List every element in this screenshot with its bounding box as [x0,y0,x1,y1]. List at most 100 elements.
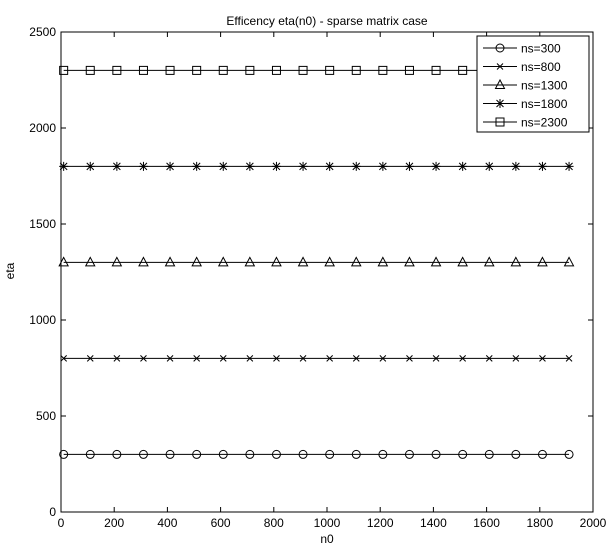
x-tick-label: 1600 [473,516,500,530]
y-tick-label: 500 [36,409,56,423]
data-point [324,256,335,267]
data-point [458,161,468,171]
data-point [325,65,335,75]
series-ns=1800 [59,161,574,171]
data-point [140,355,147,362]
data-point [539,355,546,362]
data-point [326,355,334,362]
data-point [432,355,440,362]
x-tick-label: 400 [157,516,177,530]
data-point [298,449,308,459]
data-point [84,256,96,267]
data-point [537,256,548,267]
data-point [325,161,335,171]
legend: ns=300 ns=800 ns=1300 ns=1800 ns=2300 [476,35,590,133]
data-point [166,355,174,362]
data-point [112,65,122,75]
x-tick-label: 0 [58,516,65,530]
data-point [563,256,575,267]
data-point [138,65,148,75]
data-point [297,256,309,267]
data-point [85,65,95,75]
data-point [484,161,494,171]
data-point [511,161,521,171]
data-point [192,161,202,171]
legend-marker [496,63,504,70]
data-point [271,161,281,171]
data-point [377,256,389,267]
legend-entry: ns=2300 [483,116,568,130]
data-point [138,161,148,171]
legend-box [476,35,590,133]
series-ns=1300 [58,256,575,267]
data-point [273,355,280,362]
data-point [246,355,254,362]
data-point [430,256,442,267]
data-point [351,449,361,459]
series-ns=800 [60,355,573,362]
data-point [564,449,574,459]
data-point [511,449,521,459]
data-point [138,449,148,459]
data-point [192,65,202,75]
data-point [218,161,228,171]
x-tick-label: 200 [104,516,124,530]
data-point [352,355,360,362]
data-point [85,449,95,459]
data-point [271,449,281,459]
data-point [512,355,520,362]
legend-label: ns=1300 [521,79,568,93]
legend-entry: ns=1300 [483,79,568,93]
legend-entry: ns=800 [483,60,561,74]
legend-label: ns=300 [521,42,561,56]
data-point [459,355,467,362]
data-point [59,161,69,171]
data-point [325,449,335,459]
x-tick-label: 1800 [526,516,553,530]
data-point [217,256,229,267]
data-point [58,256,69,267]
data-point [245,161,255,171]
data-point [404,161,414,171]
legend-marker [495,99,505,108]
data-point [458,65,468,75]
data-point [112,449,122,459]
data-point [404,65,414,75]
legend-entry: ns=1800 [483,97,568,111]
data-point [59,65,69,75]
data-point [483,256,495,267]
data-point [113,355,121,362]
data-point [218,65,228,75]
data-point [193,355,201,362]
data-point [165,449,175,459]
legend-marker [494,78,506,89]
data-point [245,449,255,459]
data-point [111,256,123,267]
data-point [484,449,494,459]
data-point [165,161,175,171]
y-tick-label: 2000 [29,121,56,135]
data-point [271,256,282,267]
data-point [219,355,227,362]
data-point [350,256,362,267]
y-tick-label: 2500 [29,25,56,39]
y-tick-label: 1000 [29,313,56,327]
data-point [457,256,468,267]
x-tick-label: 2000 [580,516,607,530]
data-point [351,161,361,171]
data-point [431,161,441,171]
data-point [60,355,68,362]
legend-entry: ns=300 [483,42,561,56]
data-point [218,449,228,459]
data-point [510,256,522,267]
data-point [404,256,415,267]
data-point [565,355,573,362]
data-point [164,256,176,267]
x-tick-label: 1200 [367,516,394,530]
data-point [537,161,547,171]
x-tick-label: 800 [264,516,284,530]
data-point [379,355,387,362]
y-tick-label: 0 [49,505,56,519]
axes-layer: 0 200 400 600 800 1000 1200 1400 1600 1800 2000 0 50… [29,25,606,530]
